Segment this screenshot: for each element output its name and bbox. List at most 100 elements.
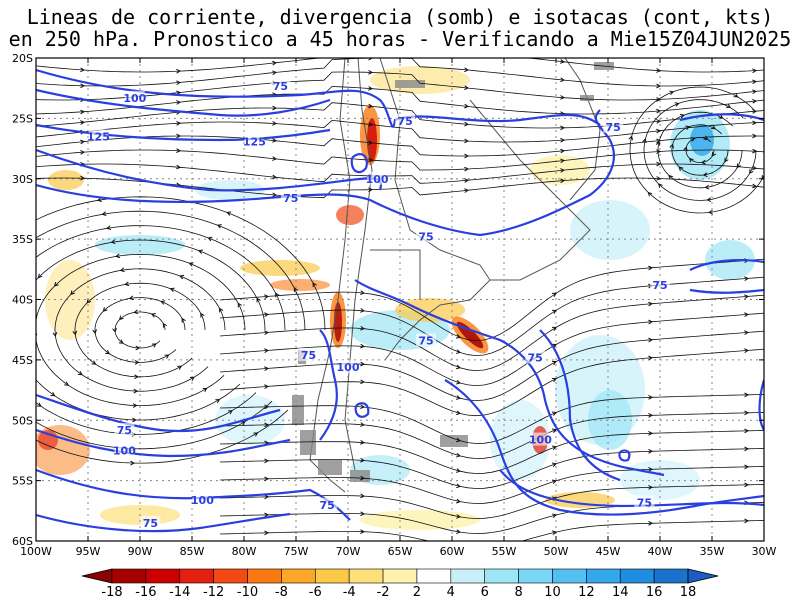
streamline-arrow: [132, 417, 137, 423]
streamline-arrow: [744, 294, 750, 299]
streamline-arrow: [293, 287, 299, 293]
streamline-arrow: [752, 79, 758, 85]
streamline-arrow: [176, 100, 182, 105]
streamline-arrow: [96, 197, 102, 202]
streamline-arrow: [456, 468, 462, 473]
longitude-label: 70W: [336, 545, 361, 558]
streamline-arrow: [13, 335, 17, 339]
streamline-arrow: [130, 460, 136, 466]
streamline-arrow: [360, 325, 366, 331]
streamline-arrow: [551, 343, 557, 349]
colorbar-swatch: [416, 568, 452, 584]
streamline-arrow: [560, 95, 566, 100]
streamline-arrow: [744, 312, 750, 317]
streamline-arrow: [264, 476, 270, 482]
streamline-arrow: [752, 133, 758, 139]
streamline-arrow: [272, 174, 278, 180]
streamline-arrow: [360, 529, 366, 534]
isotach-label: 100: [191, 494, 214, 507]
streamline-arrow: [656, 149, 662, 155]
streamline-arrow: [181, 317, 186, 323]
streamline-arrow: [456, 498, 462, 504]
streamline-arrow: [711, 125, 716, 130]
latitude-label: 60S: [12, 535, 33, 548]
colorbar-swatch: [450, 568, 486, 584]
streamline-arrow: [6, 257, 10, 261]
streamline-arrow: [264, 330, 270, 335]
streamline-arrow: [744, 482, 750, 488]
colorbar-label: -18: [101, 585, 122, 600]
streamline-arrow: [264, 366, 270, 371]
isotach-label: 75: [143, 517, 158, 530]
latitude-label: 30S: [12, 173, 33, 186]
colorbar-swatch: [247, 568, 282, 584]
longitude-label: 45W: [596, 545, 621, 558]
colorbar-label: -6: [309, 585, 322, 600]
streamline-arrow: [552, 513, 558, 519]
streamline-arrow: [706, 197, 712, 203]
streamline-arrow: [360, 440, 366, 445]
latitude-label: 20S: [12, 52, 33, 65]
colorbar-low-arrow: [81, 568, 113, 584]
streamline: [74, 282, 206, 378]
streamline-arrow: [70, 290, 75, 296]
streamline-arrow: [455, 349, 462, 354]
streamline-arrow: [92, 329, 97, 335]
isotach-labels: 100 75 125 125 75 75 100 75 75 75 75 100 75 75 75 100 10…: [87, 78, 670, 530]
streamline-arrow: [256, 297, 261, 303]
streamline-arrow: [464, 103, 470, 109]
streamline: [219, 448, 764, 489]
streamline-arrow: [216, 224, 222, 229]
streamline-arrow: [134, 360, 140, 365]
colorbar-label: 6: [481, 585, 489, 600]
streamline-arrow: [134, 374, 139, 380]
isotach-label: 100: [123, 92, 146, 105]
isotach-label: 75: [418, 231, 433, 244]
streamline-arrow: [177, 365, 183, 370]
streamline-arrow: [752, 183, 758, 189]
colorbar-swatch: [518, 568, 553, 584]
streamline-arrow: [464, 138, 470, 144]
streamline-arrow: [702, 172, 708, 178]
streamline-arrow: [679, 113, 685, 119]
streamline-arrow: [160, 300, 166, 305]
streamline-arrow: [560, 59, 566, 64]
streamline-arrow: [36, 402, 42, 407]
colorbar-swatch: [314, 568, 350, 584]
streamline-arrow: [678, 166, 684, 172]
streamline-arrow: [669, 90, 675, 96]
streamline-arrow: [72, 330, 78, 336]
streamline-arrow: [733, 93, 739, 98]
streamline-arrow: [648, 449, 654, 454]
streamline-arrow: [647, 191, 653, 197]
streamline-arrow: [456, 437, 462, 443]
streamline-arrow: [642, 138, 647, 144]
isotach-label: 75: [301, 349, 316, 362]
streamline-arrow: [135, 345, 141, 351]
streamline-arrow: [176, 148, 182, 153]
streamline-arrow: [690, 137, 696, 142]
streamline-arrow: [560, 178, 566, 184]
streamline-arrow: [455, 334, 462, 339]
latitude-labels: 20S 25S 30S 35S 40S 45S 50S 55S 60S: [12, 52, 33, 548]
colorbar-swatch: [653, 568, 689, 584]
colorbar-swatch: [552, 568, 587, 584]
isotachs: [36, 68, 764, 533]
longitude-label: 65W: [388, 545, 413, 558]
latitude-label: 25S: [12, 112, 33, 125]
streamline-arrow: [551, 292, 557, 297]
streamline-arrow: [360, 404, 366, 410]
streamline-arrow: [80, 83, 86, 89]
streamline-arrow: [456, 395, 462, 400]
streamline-arrow: [360, 343, 366, 349]
colorbar-label: 10: [544, 585, 561, 600]
streamline: [36, 71, 764, 101]
streamline-arrow: [656, 161, 662, 167]
streamline-arrow: [219, 307, 224, 313]
streamline: [671, 124, 729, 176]
colorbar-swatch: [145, 568, 181, 584]
streamline-arrow: [700, 159, 706, 165]
streamline-arrow: [648, 520, 654, 526]
streamline-arrow: [718, 114, 724, 119]
